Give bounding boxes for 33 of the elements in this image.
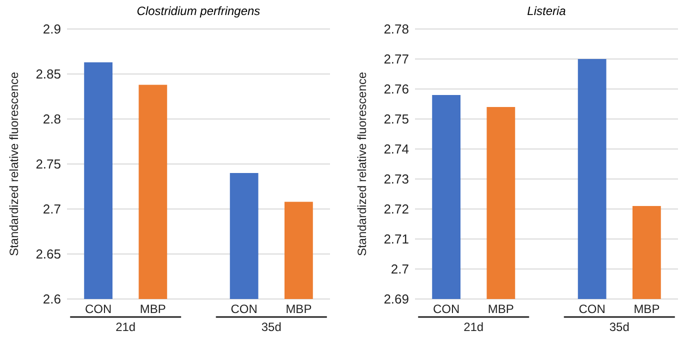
x-tick-label: CON [578, 302, 606, 316]
y-tick-label: 2.73 [384, 172, 409, 187]
text: 35d [261, 320, 282, 334]
text: 21d [464, 320, 484, 334]
y-tick-label: 2.78 [384, 22, 409, 37]
text: 21d [116, 320, 136, 334]
y-tick-label: 2.74 [384, 142, 409, 157]
y-tick-label: 2.76 [384, 82, 409, 97]
chart-title: Clostridium perfringens [136, 4, 260, 18]
x-tick-label: MBP [488, 302, 514, 316]
y-tick-label: 2.85 [36, 66, 61, 82]
y-axis-title: Standardized relative fluorescence [355, 72, 369, 256]
y-tick-label: 2.7 [42, 202, 61, 217]
y-tick-label: 2.65 [36, 246, 61, 262]
y-tick-label: 2.69 [384, 292, 409, 307]
y-tick-label: 2.75 [384, 112, 409, 127]
x-tick-label: MBP [286, 302, 312, 316]
y-tick-label: 2.72 [384, 202, 409, 217]
x-tick-label: MBP [634, 302, 660, 316]
x-tick-label: CON [432, 302, 460, 316]
x-tick-label: CON [230, 302, 258, 316]
y-tick-label: 2.9 [42, 22, 61, 37]
y-tick-label: 2.75 [36, 156, 61, 172]
x-tick-label: MBP [140, 302, 166, 316]
y-tick-label: 2.71 [384, 232, 409, 247]
chart-title: Listeria [527, 4, 566, 18]
y-tick-label: 2.8 [42, 112, 61, 127]
text: 35d [609, 320, 630, 334]
x-tick-label: CON [84, 302, 112, 316]
y-tick-label: 2.6 [42, 292, 61, 307]
y-tick-label: 2.7 [390, 262, 409, 277]
y-axis-title: Standardized relative fluorescence [7, 72, 21, 256]
y-tick-label: 2.77 [384, 52, 409, 67]
